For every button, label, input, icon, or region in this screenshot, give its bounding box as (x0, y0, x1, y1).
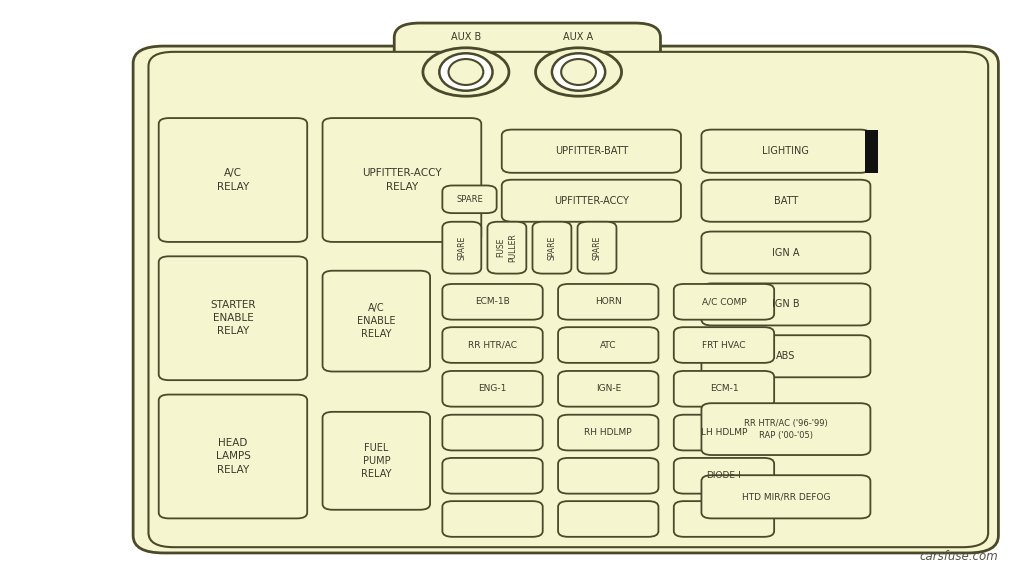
FancyBboxPatch shape (442, 222, 481, 274)
Text: HORN: HORN (595, 297, 622, 306)
Text: AUX B: AUX B (451, 32, 481, 42)
FancyBboxPatch shape (532, 222, 571, 274)
FancyBboxPatch shape (442, 501, 543, 537)
Text: carsfuse.com: carsfuse.com (920, 550, 998, 563)
Text: RH HDLMP: RH HDLMP (585, 428, 632, 437)
Bar (865, 130, 878, 173)
Ellipse shape (552, 54, 605, 91)
FancyBboxPatch shape (442, 284, 543, 320)
Text: RR HTR/AC: RR HTR/AC (468, 340, 517, 350)
Text: LH HDLMP: LH HDLMP (700, 428, 748, 437)
FancyBboxPatch shape (442, 371, 543, 407)
Text: BATT: BATT (774, 196, 798, 206)
Text: RR HTR/AC ('96-'99)
RAP ('00-'05): RR HTR/AC ('96-'99) RAP ('00-'05) (744, 419, 827, 439)
Text: SPARE: SPARE (458, 236, 466, 260)
Text: HEAD
LAMPS
RELAY: HEAD LAMPS RELAY (215, 438, 251, 475)
FancyBboxPatch shape (674, 415, 774, 450)
FancyBboxPatch shape (701, 335, 870, 377)
Text: FUEL
PUMP
RELAY: FUEL PUMP RELAY (361, 442, 391, 479)
FancyBboxPatch shape (558, 327, 658, 363)
Text: A/C
RELAY: A/C RELAY (217, 168, 249, 192)
Circle shape (423, 48, 509, 96)
Text: UPFITTER-ACCY: UPFITTER-ACCY (554, 196, 629, 206)
FancyBboxPatch shape (487, 222, 526, 274)
Text: HTD MIR/RR DEFOG: HTD MIR/RR DEFOG (741, 492, 830, 501)
FancyBboxPatch shape (701, 403, 870, 455)
FancyBboxPatch shape (323, 118, 481, 242)
FancyBboxPatch shape (701, 232, 870, 274)
FancyBboxPatch shape (502, 180, 681, 222)
FancyBboxPatch shape (558, 458, 658, 494)
FancyBboxPatch shape (442, 185, 497, 213)
FancyBboxPatch shape (578, 222, 616, 274)
FancyBboxPatch shape (323, 271, 430, 372)
Text: A/C
ENABLE
RELAY: A/C ENABLE RELAY (357, 303, 395, 339)
Text: IGN B: IGN B (772, 300, 800, 309)
Text: UPFITTER-ACCY
RELAY: UPFITTER-ACCY RELAY (362, 168, 441, 192)
FancyBboxPatch shape (159, 256, 307, 380)
FancyBboxPatch shape (442, 458, 543, 494)
FancyBboxPatch shape (674, 371, 774, 407)
Text: SPARE: SPARE (548, 236, 556, 260)
Text: ENG-1: ENG-1 (478, 384, 507, 393)
Text: ECM-1B: ECM-1B (475, 297, 510, 306)
FancyBboxPatch shape (701, 180, 870, 222)
Text: SPARE: SPARE (593, 236, 601, 260)
Ellipse shape (449, 59, 483, 85)
Text: ATC: ATC (600, 340, 616, 350)
FancyBboxPatch shape (323, 412, 430, 510)
FancyBboxPatch shape (558, 371, 658, 407)
Text: DIODE-I: DIODE-I (707, 471, 741, 480)
FancyBboxPatch shape (701, 283, 870, 325)
FancyBboxPatch shape (159, 118, 307, 242)
FancyBboxPatch shape (674, 458, 774, 494)
Text: STARTER
ENABLE
RELAY: STARTER ENABLE RELAY (210, 300, 256, 336)
Text: UPFITTER-BATT: UPFITTER-BATT (555, 146, 628, 156)
Text: SPARE: SPARE (456, 195, 483, 204)
FancyBboxPatch shape (502, 130, 681, 173)
Text: ECM-1: ECM-1 (710, 384, 738, 393)
Text: LIGHTING: LIGHTING (763, 146, 809, 156)
FancyBboxPatch shape (674, 501, 774, 537)
FancyBboxPatch shape (148, 52, 988, 547)
Text: FUSE
PULLER: FUSE PULLER (497, 233, 517, 262)
FancyBboxPatch shape (674, 327, 774, 363)
Ellipse shape (561, 59, 596, 85)
FancyBboxPatch shape (394, 23, 660, 104)
FancyBboxPatch shape (558, 284, 658, 320)
FancyBboxPatch shape (133, 46, 998, 553)
FancyBboxPatch shape (442, 415, 543, 450)
Text: FRT HVAC: FRT HVAC (702, 340, 745, 350)
FancyBboxPatch shape (442, 327, 543, 363)
Ellipse shape (439, 54, 493, 91)
Text: A/C COMP: A/C COMP (701, 297, 746, 306)
FancyBboxPatch shape (159, 395, 307, 518)
Text: ABS: ABS (776, 351, 796, 361)
FancyBboxPatch shape (674, 284, 774, 320)
Circle shape (536, 48, 622, 96)
Text: IGN-E: IGN-E (596, 384, 621, 393)
FancyBboxPatch shape (701, 130, 870, 173)
FancyBboxPatch shape (558, 501, 658, 537)
Text: IGN A: IGN A (772, 248, 800, 257)
FancyBboxPatch shape (701, 475, 870, 518)
Text: AUX A: AUX A (563, 32, 594, 42)
FancyBboxPatch shape (558, 415, 658, 450)
